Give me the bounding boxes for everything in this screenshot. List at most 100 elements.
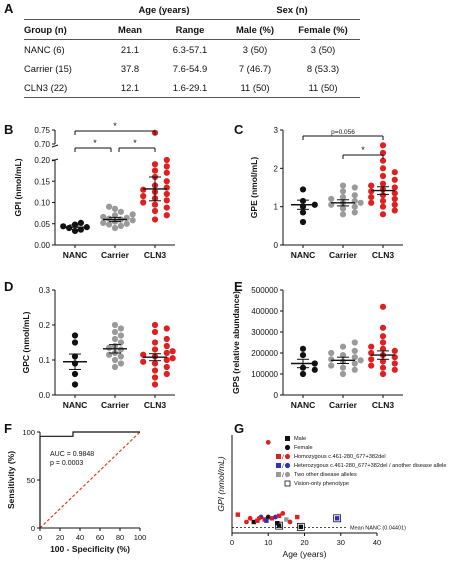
- legend-swatch: [284, 444, 291, 451]
- data-point: [117, 208, 124, 215]
- y-tick-label: 0.00: [34, 241, 50, 250]
- x-tick-label: 40: [76, 533, 84, 542]
- data-point: [299, 209, 307, 216]
- data-point: [151, 216, 159, 223]
- data-point: [117, 353, 124, 360]
- data-point: [357, 357, 364, 364]
- panel-letter-f: F: [4, 421, 12, 436]
- female-cell: 8 (53.3): [306, 63, 340, 74]
- significance-label: *: [113, 121, 117, 131]
- y-tick-label: 0: [274, 391, 279, 400]
- y-tick-label: 0.2: [39, 321, 51, 330]
- data-point: [368, 362, 375, 369]
- data-point: [328, 356, 335, 363]
- data-point: [247, 515, 253, 521]
- x-tick-label: 100: [134, 533, 147, 542]
- data-point: [169, 348, 176, 355]
- x-tick-label: 0: [38, 533, 42, 542]
- data-point: [391, 184, 398, 191]
- y-axis-label: GPE (nmol/mL): [249, 157, 259, 219]
- data-point: [163, 356, 170, 364]
- group-cell: Carrier (15): [24, 63, 72, 74]
- data-point: [391, 347, 398, 354]
- y-tick-label: 1: [274, 203, 279, 212]
- data-point: [368, 182, 375, 189]
- data-point: [106, 215, 113, 222]
- data-point: [284, 517, 289, 522]
- data-point: [163, 335, 170, 343]
- data-point: [123, 220, 130, 227]
- x-tick-label: Carrier: [329, 250, 358, 260]
- y-tick-label: 200000: [251, 349, 278, 358]
- data-point: [339, 343, 347, 350]
- y-tick-label: 0.75: [34, 126, 50, 135]
- data-point: [280, 511, 286, 516]
- data-point: [368, 188, 375, 195]
- data-point: [235, 512, 240, 517]
- y-tick-label: 0.05: [34, 220, 50, 229]
- vision-only-box: [275, 521, 284, 530]
- range-cell: 1.6-29.1: [156, 78, 224, 98]
- y-tick-label: 0.1: [39, 356, 51, 365]
- data-point: [117, 339, 124, 346]
- data-point: [264, 518, 269, 523]
- mean-header: Mean: [104, 19, 156, 40]
- data-point: [129, 211, 136, 218]
- y-tick-label: 400000: [251, 307, 278, 316]
- data-point: [140, 186, 147, 193]
- data-point: [357, 199, 364, 206]
- x-axis-label: Age (years): [283, 549, 327, 559]
- legend-swatch: [276, 454, 281, 459]
- data-point: [265, 439, 271, 445]
- data-point: [379, 339, 387, 346]
- data-point: [163, 169, 170, 176]
- legend-swatch: [284, 480, 291, 487]
- y-tick-label: 100: [22, 428, 35, 437]
- x-tick-label: Carrier: [101, 400, 130, 410]
- data-point: [151, 381, 159, 388]
- data-point: [111, 363, 119, 371]
- panel-letter-a: A: [4, 1, 14, 16]
- data-point: [71, 339, 79, 346]
- data-point: [391, 207, 398, 214]
- panel-letter-c: C: [234, 122, 244, 137]
- x-tick-label: NANC: [63, 250, 88, 260]
- legend-slash: /: [282, 455, 284, 461]
- data-point: [379, 364, 387, 371]
- data-point: [334, 516, 340, 521]
- data-point: [391, 360, 398, 367]
- data-point: [379, 333, 387, 340]
- y-tick-label: 0.70: [34, 140, 50, 149]
- data-point: [276, 523, 282, 528]
- data-point: [151, 321, 159, 329]
- data-point: [255, 518, 260, 523]
- data-point: [368, 343, 375, 350]
- data-point: [269, 516, 275, 521]
- auc-annotation: AUC = 0.9848: [50, 451, 94, 458]
- data-point: [299, 218, 307, 226]
- data-point: [299, 186, 307, 193]
- x-axis-label: 100 - Specificity (%): [50, 544, 130, 554]
- legend-label: Two other disease alleles: [294, 472, 357, 478]
- data-point: [111, 356, 119, 364]
- panel-letter-b: B: [4, 122, 14, 137]
- significance-label: *: [93, 138, 97, 148]
- data-point: [276, 513, 282, 519]
- data-point: [391, 176, 398, 183]
- data-point: [311, 366, 318, 373]
- data-point: [339, 211, 347, 218]
- data-point: [299, 370, 307, 378]
- data-point: [140, 199, 147, 206]
- data-point: [351, 360, 358, 367]
- data-point: [265, 514, 271, 520]
- table-row: CLN3 (22) 12.1 1.6-29.1 11 (50) 11 (50): [24, 78, 360, 98]
- legend-swatch: [284, 453, 291, 460]
- y-axis-label: GPS (relative abundance): [231, 291, 241, 394]
- demographics-table: Age (years) Sex (n) Group (n) Mean Range…: [24, 0, 360, 98]
- legend-label: Homozygous c.461-280_677+382del: [294, 454, 386, 460]
- data-point: [163, 212, 170, 219]
- data-point: [151, 207, 159, 215]
- data-point: [106, 203, 113, 210]
- data-point: [163, 342, 170, 350]
- data-point: [71, 381, 79, 388]
